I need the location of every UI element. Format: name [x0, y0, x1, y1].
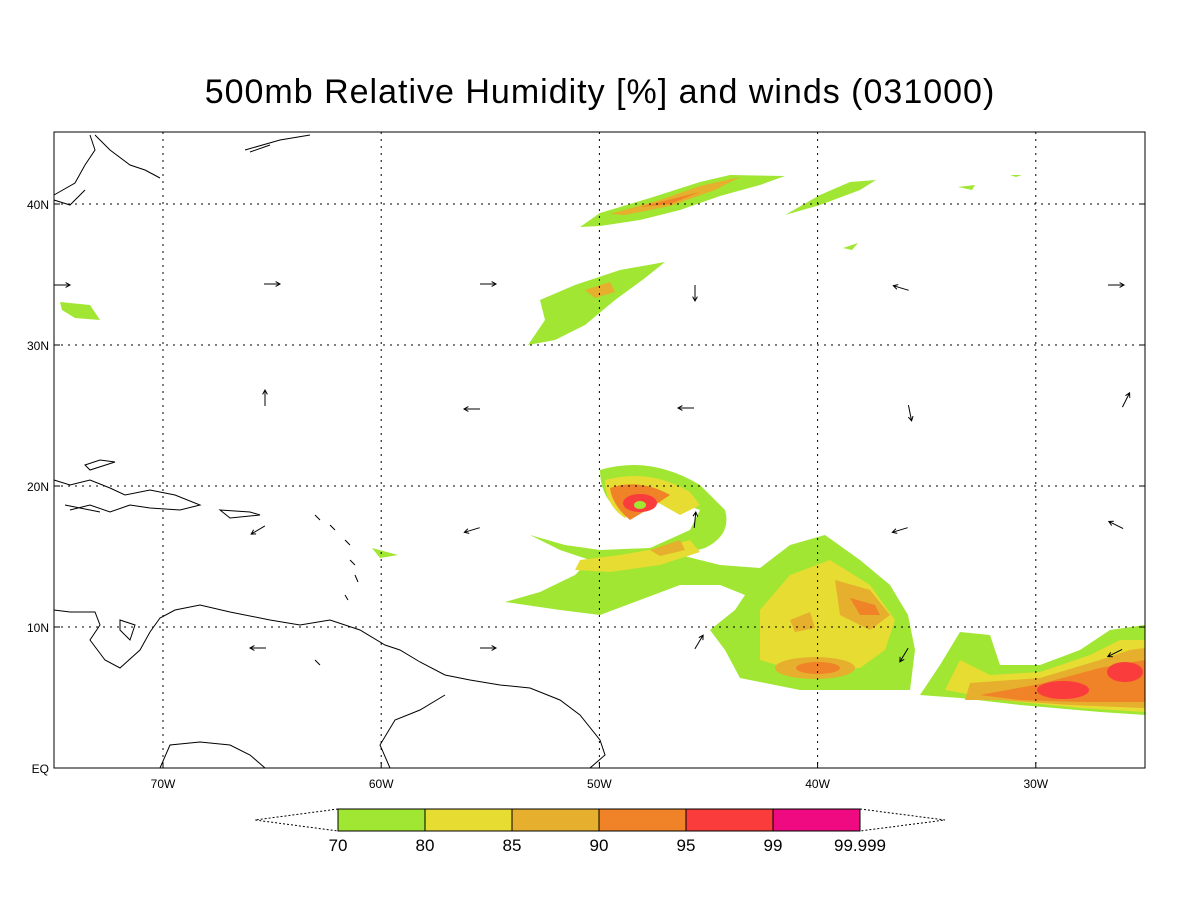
humidity-area: [650, 540, 685, 556]
coastline: [314, 514, 359, 666]
humidity-area: [1107, 662, 1143, 682]
wind-arrow: [480, 281, 498, 287]
wind-arrow: [891, 527, 908, 534]
humidity-area: [785, 180, 876, 215]
wind-arrow: [892, 284, 909, 291]
colorbar-box: [772, 808, 861, 832]
colorbar-box: [598, 808, 687, 832]
wind-arrow: [1106, 648, 1123, 658]
latitude-label: 40N: [27, 198, 49, 212]
humidity-fields: [60, 175, 1145, 715]
wind-arrow: [1107, 520, 1124, 530]
wind-arrow: [262, 388, 268, 406]
colorbar-label: 70: [329, 836, 348, 855]
wind-arrow: [54, 282, 72, 288]
latitude-label: 20N: [27, 480, 49, 494]
longitude-label: 60W: [369, 777, 394, 791]
humidity-area: [1037, 681, 1089, 699]
wind-arrow: [463, 527, 480, 534]
wind-arrow: [480, 645, 498, 651]
coastline: [53, 134, 311, 206]
wind-arrow: [264, 281, 282, 287]
humidity-area: [980, 660, 1145, 702]
wind-arrow: [248, 645, 266, 651]
coastlines: [53, 134, 606, 769]
wind-arrow: [907, 405, 914, 422]
colorbar-box: [685, 808, 774, 832]
latitude-label: EQ: [32, 762, 49, 776]
colorbar-label: 85: [503, 836, 522, 855]
colorbar-label: 99: [764, 836, 783, 855]
axis-labels: EQ 10N 20N 30N 40N 70W 60W 50W 40W 30W: [27, 198, 1049, 791]
colorbar-end: [859, 808, 946, 832]
humidity-area: [640, 192, 700, 207]
colorbar-box: [424, 808, 513, 832]
map-frame: [53, 131, 1146, 769]
humidity-area: [634, 501, 646, 509]
wind-arrow: [692, 285, 698, 303]
longitude-label: 70W: [151, 777, 176, 791]
wind-arrow: [676, 405, 694, 411]
latitude-label: 30N: [27, 339, 49, 353]
longitude-label: 40W: [805, 777, 830, 791]
map-title: 500mb Relative Humidity [%] and winds (0…: [205, 73, 996, 111]
colorbar-box: [337, 808, 426, 832]
wind-vectors: [54, 281, 1131, 663]
colorbar-label: 90: [590, 836, 609, 855]
colorbar-label: 99.999: [834, 836, 886, 855]
humidity-area: [610, 177, 740, 215]
coastline: [53, 604, 606, 769]
coastline: [53, 459, 261, 519]
longitude-label: 50W: [587, 777, 612, 791]
wind-arrow: [694, 634, 704, 650]
colorbar: 70 80 85 90 95 99 99.999: [254, 808, 946, 855]
wind-arrow: [1108, 282, 1126, 288]
longitude-label: 30W: [1023, 777, 1048, 791]
colorbar-label: 80: [416, 836, 435, 855]
wind-arrow: [692, 511, 699, 529]
wind-arrow: [899, 647, 909, 663]
colorbar-box: [511, 808, 600, 832]
wind-arrow: [462, 406, 480, 412]
humidity-area: [585, 282, 615, 298]
latitude-label: 10N: [27, 621, 49, 635]
colorbar-label: 95: [677, 836, 696, 855]
wind-arrow: [250, 525, 266, 535]
humidity-area: [796, 662, 840, 674]
humidity-area: [850, 598, 880, 615]
wind-arrow: [1121, 391, 1131, 408]
humidity-area: [528, 262, 665, 345]
